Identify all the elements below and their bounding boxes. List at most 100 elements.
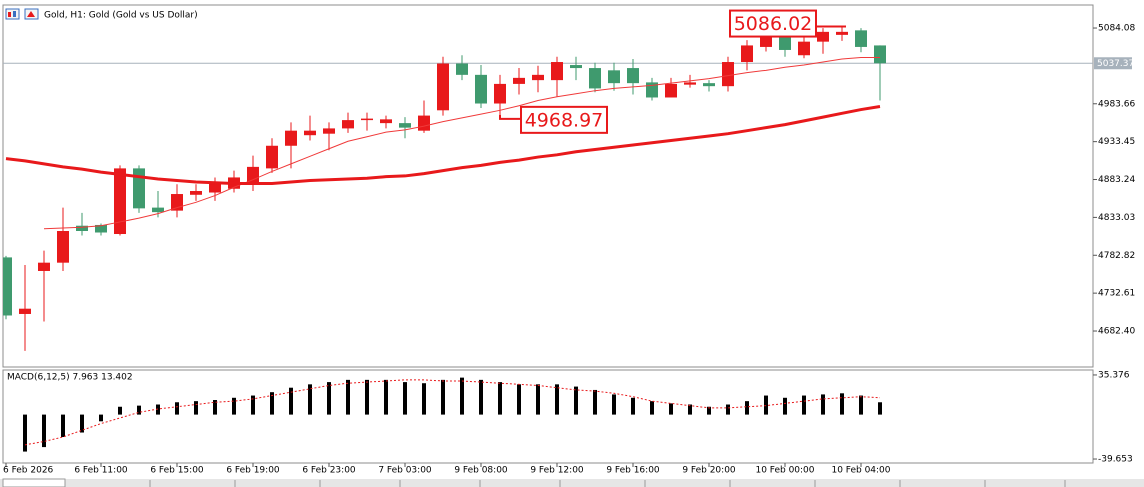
x-tick-label: 7 Feb 03:00 — [378, 466, 432, 476]
annotation-box — [520, 105, 608, 134]
candle-body — [380, 119, 392, 124]
macd-bar — [61, 414, 65, 438]
x-tick-label: 6 Feb 15:00 — [150, 466, 204, 476]
macd-bar — [365, 379, 369, 415]
macd-bar — [536, 384, 540, 415]
y-tick-label: 4883.24 — [1098, 175, 1135, 185]
macd-bar — [213, 400, 217, 415]
y-tick-label: 4983.66 — [1098, 99, 1135, 109]
x-tick-label: 9 Feb 08:00 — [454, 466, 508, 476]
macd-bar — [137, 405, 141, 415]
header-icons — [5, 8, 39, 20]
x-tick-label: 6 Feb 11:00 — [74, 466, 128, 476]
candle-body — [95, 224, 107, 233]
candle-body — [494, 83, 506, 104]
macd-bar — [384, 379, 388, 415]
macd-bar — [840, 393, 844, 415]
candle-body — [760, 34, 772, 47]
candle-body — [703, 83, 715, 87]
macd-bar — [251, 395, 255, 415]
candle-body — [76, 225, 88, 231]
tab-strip — [0, 478, 1144, 487]
last-price-label: 5037.37 — [1097, 59, 1134, 69]
candle-body — [855, 30, 867, 47]
candle-body — [171, 194, 183, 211]
macd-signal-line — [24, 379, 881, 446]
annotation-label: 5086.02 — [734, 13, 813, 35]
candle-body — [589, 68, 601, 89]
y-tick-label: 4782.82 — [1098, 251, 1135, 261]
axes: 5084.08 4983.66 4933.45 4883.24 4833.03 4782.… — [3, 9, 1135, 476]
candle-body — [304, 130, 316, 136]
macd-bar — [707, 406, 711, 415]
macd-bar — [441, 379, 445, 415]
macd-bar — [156, 404, 160, 415]
macd-bar — [460, 377, 464, 415]
macd-bar — [859, 395, 863, 415]
x-tick-label: 6 Feb 19:00 — [226, 466, 280, 476]
candle-body — [437, 63, 449, 111]
candle-body — [285, 130, 297, 146]
annotation-leader — [499, 114, 521, 120]
macd-bar — [555, 384, 559, 415]
chart-title: Gold, H1: Gold (Gold vs US Dollar) — [44, 11, 198, 21]
y2-tick-label: 35.376 — [1098, 370, 1130, 380]
candle-body — [209, 183, 221, 193]
candle-body — [665, 83, 677, 98]
candle-body — [627, 68, 639, 84]
macd-bar — [764, 395, 768, 415]
candle-body — [418, 115, 430, 131]
candle-body — [323, 128, 335, 134]
annotation-label: 4968.97 — [525, 109, 604, 131]
candle-body — [3, 257, 12, 316]
macd-bar — [688, 404, 692, 415]
candle-body — [456, 63, 468, 75]
candle-body — [741, 45, 753, 63]
macd-bar — [42, 414, 46, 448]
macd-bar — [422, 383, 426, 415]
candle-body — [247, 166, 259, 183]
macd-label: MACD(6,12,5) 7.963 13.402 — [7, 373, 133, 383]
macd-bar — [289, 387, 293, 415]
macd-bar — [80, 414, 84, 433]
macd-bar — [783, 397, 787, 415]
candle-body — [570, 65, 582, 69]
macd-bar — [821, 394, 825, 415]
candle-body — [114, 168, 126, 235]
macd-bar — [403, 382, 407, 415]
candle-body — [646, 82, 658, 98]
macd-bar — [346, 379, 350, 415]
macd-bar — [270, 392, 274, 415]
macd-bar — [802, 395, 806, 415]
candle-body — [342, 120, 354, 129]
candle-body — [38, 262, 50, 271]
y-tick-label: 4833.03 — [1098, 213, 1135, 223]
candle-body — [779, 34, 791, 50]
candle-body — [684, 82, 696, 85]
y-tick-label: 5084.08 — [1098, 24, 1135, 34]
macd-bar — [479, 379, 483, 415]
y-tick-label: 4732.61 — [1098, 289, 1135, 299]
candle-body — [551, 62, 563, 81]
macd-bar — [669, 403, 673, 415]
x-tick-label: 10 Feb 04:00 — [831, 466, 890, 476]
macd-bar — [308, 384, 312, 415]
candle-body — [836, 31, 848, 35]
moving-average-line — [43, 57, 880, 230]
macd-bar — [631, 397, 635, 415]
macd-bar — [498, 382, 502, 415]
candle-body — [532, 74, 544, 81]
x-tick-label: 10 Feb 00:00 — [755, 466, 814, 476]
x-tick-label: 9 Feb 16:00 — [606, 466, 660, 476]
candle-body — [19, 308, 31, 314]
candle-body — [475, 74, 487, 104]
candle-body — [513, 77, 525, 84]
price-pane — [3, 26, 1093, 351]
macd-bar — [612, 394, 616, 415]
macd-bar — [23, 414, 27, 452]
candle-body — [57, 230, 69, 263]
candle-body — [817, 31, 829, 42]
y2-tick-label: -39.653 — [1098, 455, 1133, 465]
